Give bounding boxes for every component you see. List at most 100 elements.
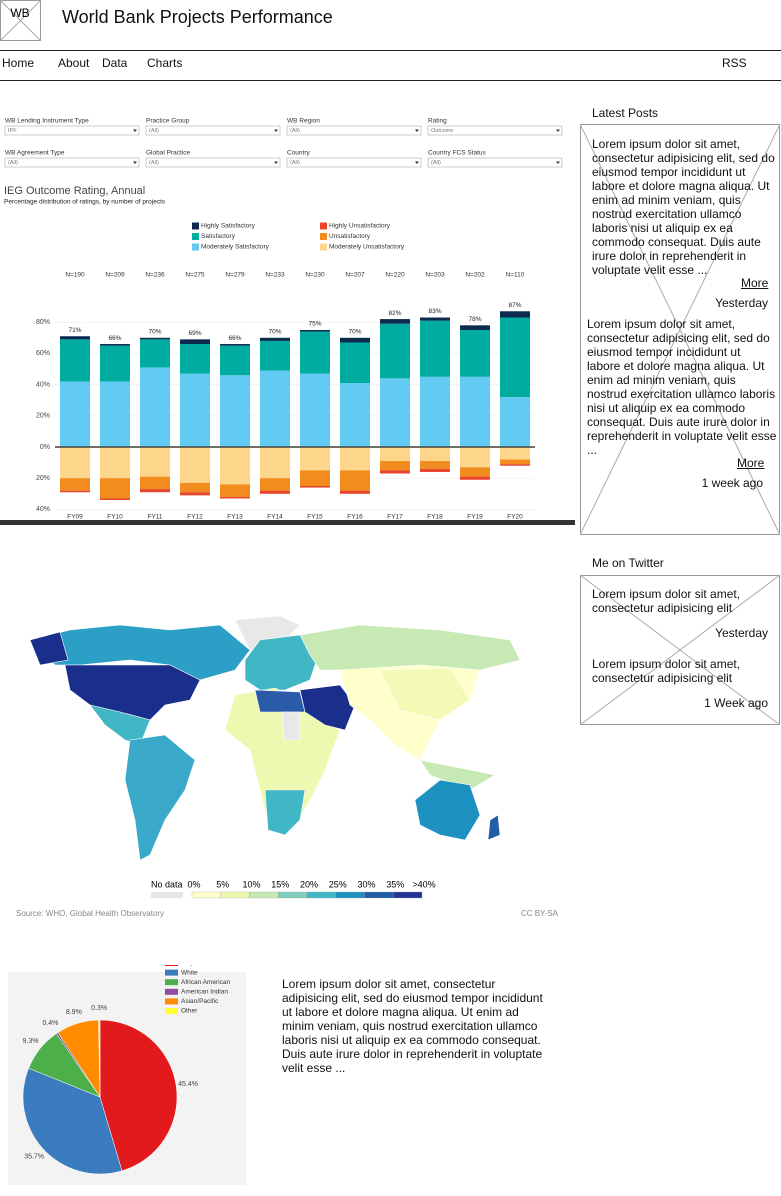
total-label: 70% (268, 329, 281, 336)
legend-swatch (192, 222, 199, 230)
dropdown[interactable] (427, 157, 563, 168)
divider (0, 80, 781, 81)
bar-segment (340, 447, 370, 471)
more-link[interactable]: More (741, 276, 769, 290)
dropdown[interactable] (286, 157, 422, 168)
legend-label: >40% (412, 879, 435, 889)
legend-label: Asian/Pacific (181, 998, 219, 1005)
bar-segment (340, 470, 370, 491)
legend-label: African American (181, 979, 231, 986)
bar-segment (380, 378, 410, 447)
legend-label: 20% (300, 879, 318, 889)
filter-label: Country FCS Status (428, 150, 487, 157)
legend-swatch (165, 988, 178, 995)
bar-segment (180, 373, 210, 447)
bar-segment (340, 342, 370, 384)
bar-segment (180, 492, 210, 496)
legend-label: Unsatisfactory (329, 233, 371, 240)
legend-swatch (165, 979, 178, 986)
y-tick-label: 60% (36, 350, 50, 357)
slice-label: 0.4% (42, 1020, 58, 1027)
legend-label: Hispanic (181, 965, 207, 967)
n-label: N=279 (225, 272, 245, 279)
x-tick-label: FY13 (227, 514, 243, 521)
tweet-text: Lorem ipsum dolor sit amet, consectetur … (592, 657, 741, 685)
nav-link[interactable]: Charts (147, 56, 183, 70)
bar-segment (340, 490, 370, 494)
x-tick-label: FY15 (307, 514, 323, 521)
total-label: 70% (148, 329, 161, 336)
dropdown[interactable] (145, 125, 281, 136)
post-text: Lorem ipsum dolor sit amet, consectetur … (587, 317, 777, 457)
n-label: N=220 (385, 272, 405, 279)
bar-segment (220, 345, 250, 376)
y-tick-label: 20% (36, 475, 50, 482)
bar-segment (100, 344, 130, 346)
x-tick-label: FY10 (107, 514, 123, 521)
region (281, 711, 301, 741)
bar-segment (220, 344, 250, 346)
pie-slice (22, 1067, 123, 1175)
dropdown[interactable] (4, 125, 140, 136)
filter-label: Practice Group (146, 118, 190, 125)
legend-label: 35% (386, 879, 404, 889)
bar-segment (220, 496, 250, 499)
bar-segment (100, 478, 130, 499)
legend-swatch (320, 233, 327, 240)
y-tick-label: 40% (36, 506, 50, 513)
x-tick-label: FY11 (147, 514, 162, 521)
dropdown-arrow (274, 161, 278, 164)
legend-swatch (192, 233, 199, 240)
bar-segment (460, 330, 490, 377)
x-tick-label: FY16 (347, 514, 363, 521)
n-label: N=230 (305, 272, 325, 279)
nav-link[interactable]: Home (2, 56, 35, 70)
region (64, 664, 201, 721)
bar-segment (500, 317, 530, 398)
divider (0, 50, 781, 51)
legend-swatch (249, 891, 279, 899)
box-cross (580, 124, 781, 536)
bar-segment (260, 340, 290, 371)
post-text: Lorem ipsum dolor sit amet, consectetur … (592, 137, 775, 277)
dropdown-arrow (556, 129, 560, 132)
bar-segment (180, 482, 210, 493)
dropdown[interactable] (427, 125, 563, 136)
slice-label: 8.9% (66, 1009, 82, 1016)
dropdown-value: (All) (290, 160, 300, 166)
bar-segment (420, 468, 450, 472)
dropdown[interactable] (145, 157, 281, 168)
bar-segment (60, 336, 90, 340)
total-label: 71% (68, 327, 81, 334)
scroll-bar (0, 520, 575, 525)
dropdown-value: (All) (431, 160, 441, 166)
bar-segment (60, 490, 90, 493)
x-tick-label: FY09 (67, 514, 83, 521)
slice-label: 9.3% (23, 1038, 39, 1045)
dropdown[interactable] (4, 157, 140, 168)
bar-segment (300, 330, 330, 332)
tweet-text: Lorem ipsum dolor sit amet, consectetur … (592, 587, 741, 615)
region (29, 631, 69, 666)
logo-cross (0, 0, 42, 42)
box (580, 124, 780, 535)
bar-segment (460, 467, 490, 477)
nav-link[interactable]: About (58, 56, 90, 70)
nav-link[interactable]: RSS (722, 56, 747, 70)
world-map: No data Source: WHO, Global Health Obser… (16, 615, 559, 918)
dropdown-arrow (415, 129, 419, 132)
bar-segment (60, 381, 90, 447)
nav-link[interactable]: Data (102, 56, 128, 70)
bar-segment (300, 486, 330, 488)
bar-segment (380, 323, 410, 379)
y-tick-label: 40% (36, 381, 50, 388)
more-link[interactable]: More (737, 456, 765, 470)
dropdown[interactable] (286, 125, 422, 136)
bar-segment (420, 461, 450, 469)
filter-label: Country (287, 150, 311, 157)
bar-segment (60, 339, 90, 382)
map-source: Source: WHO, Global Health Observatory (16, 909, 164, 918)
legend-label: Highly Satisfactory (201, 223, 256, 230)
legend-swatch (165, 998, 178, 1005)
bar-segment (460, 325, 490, 330)
